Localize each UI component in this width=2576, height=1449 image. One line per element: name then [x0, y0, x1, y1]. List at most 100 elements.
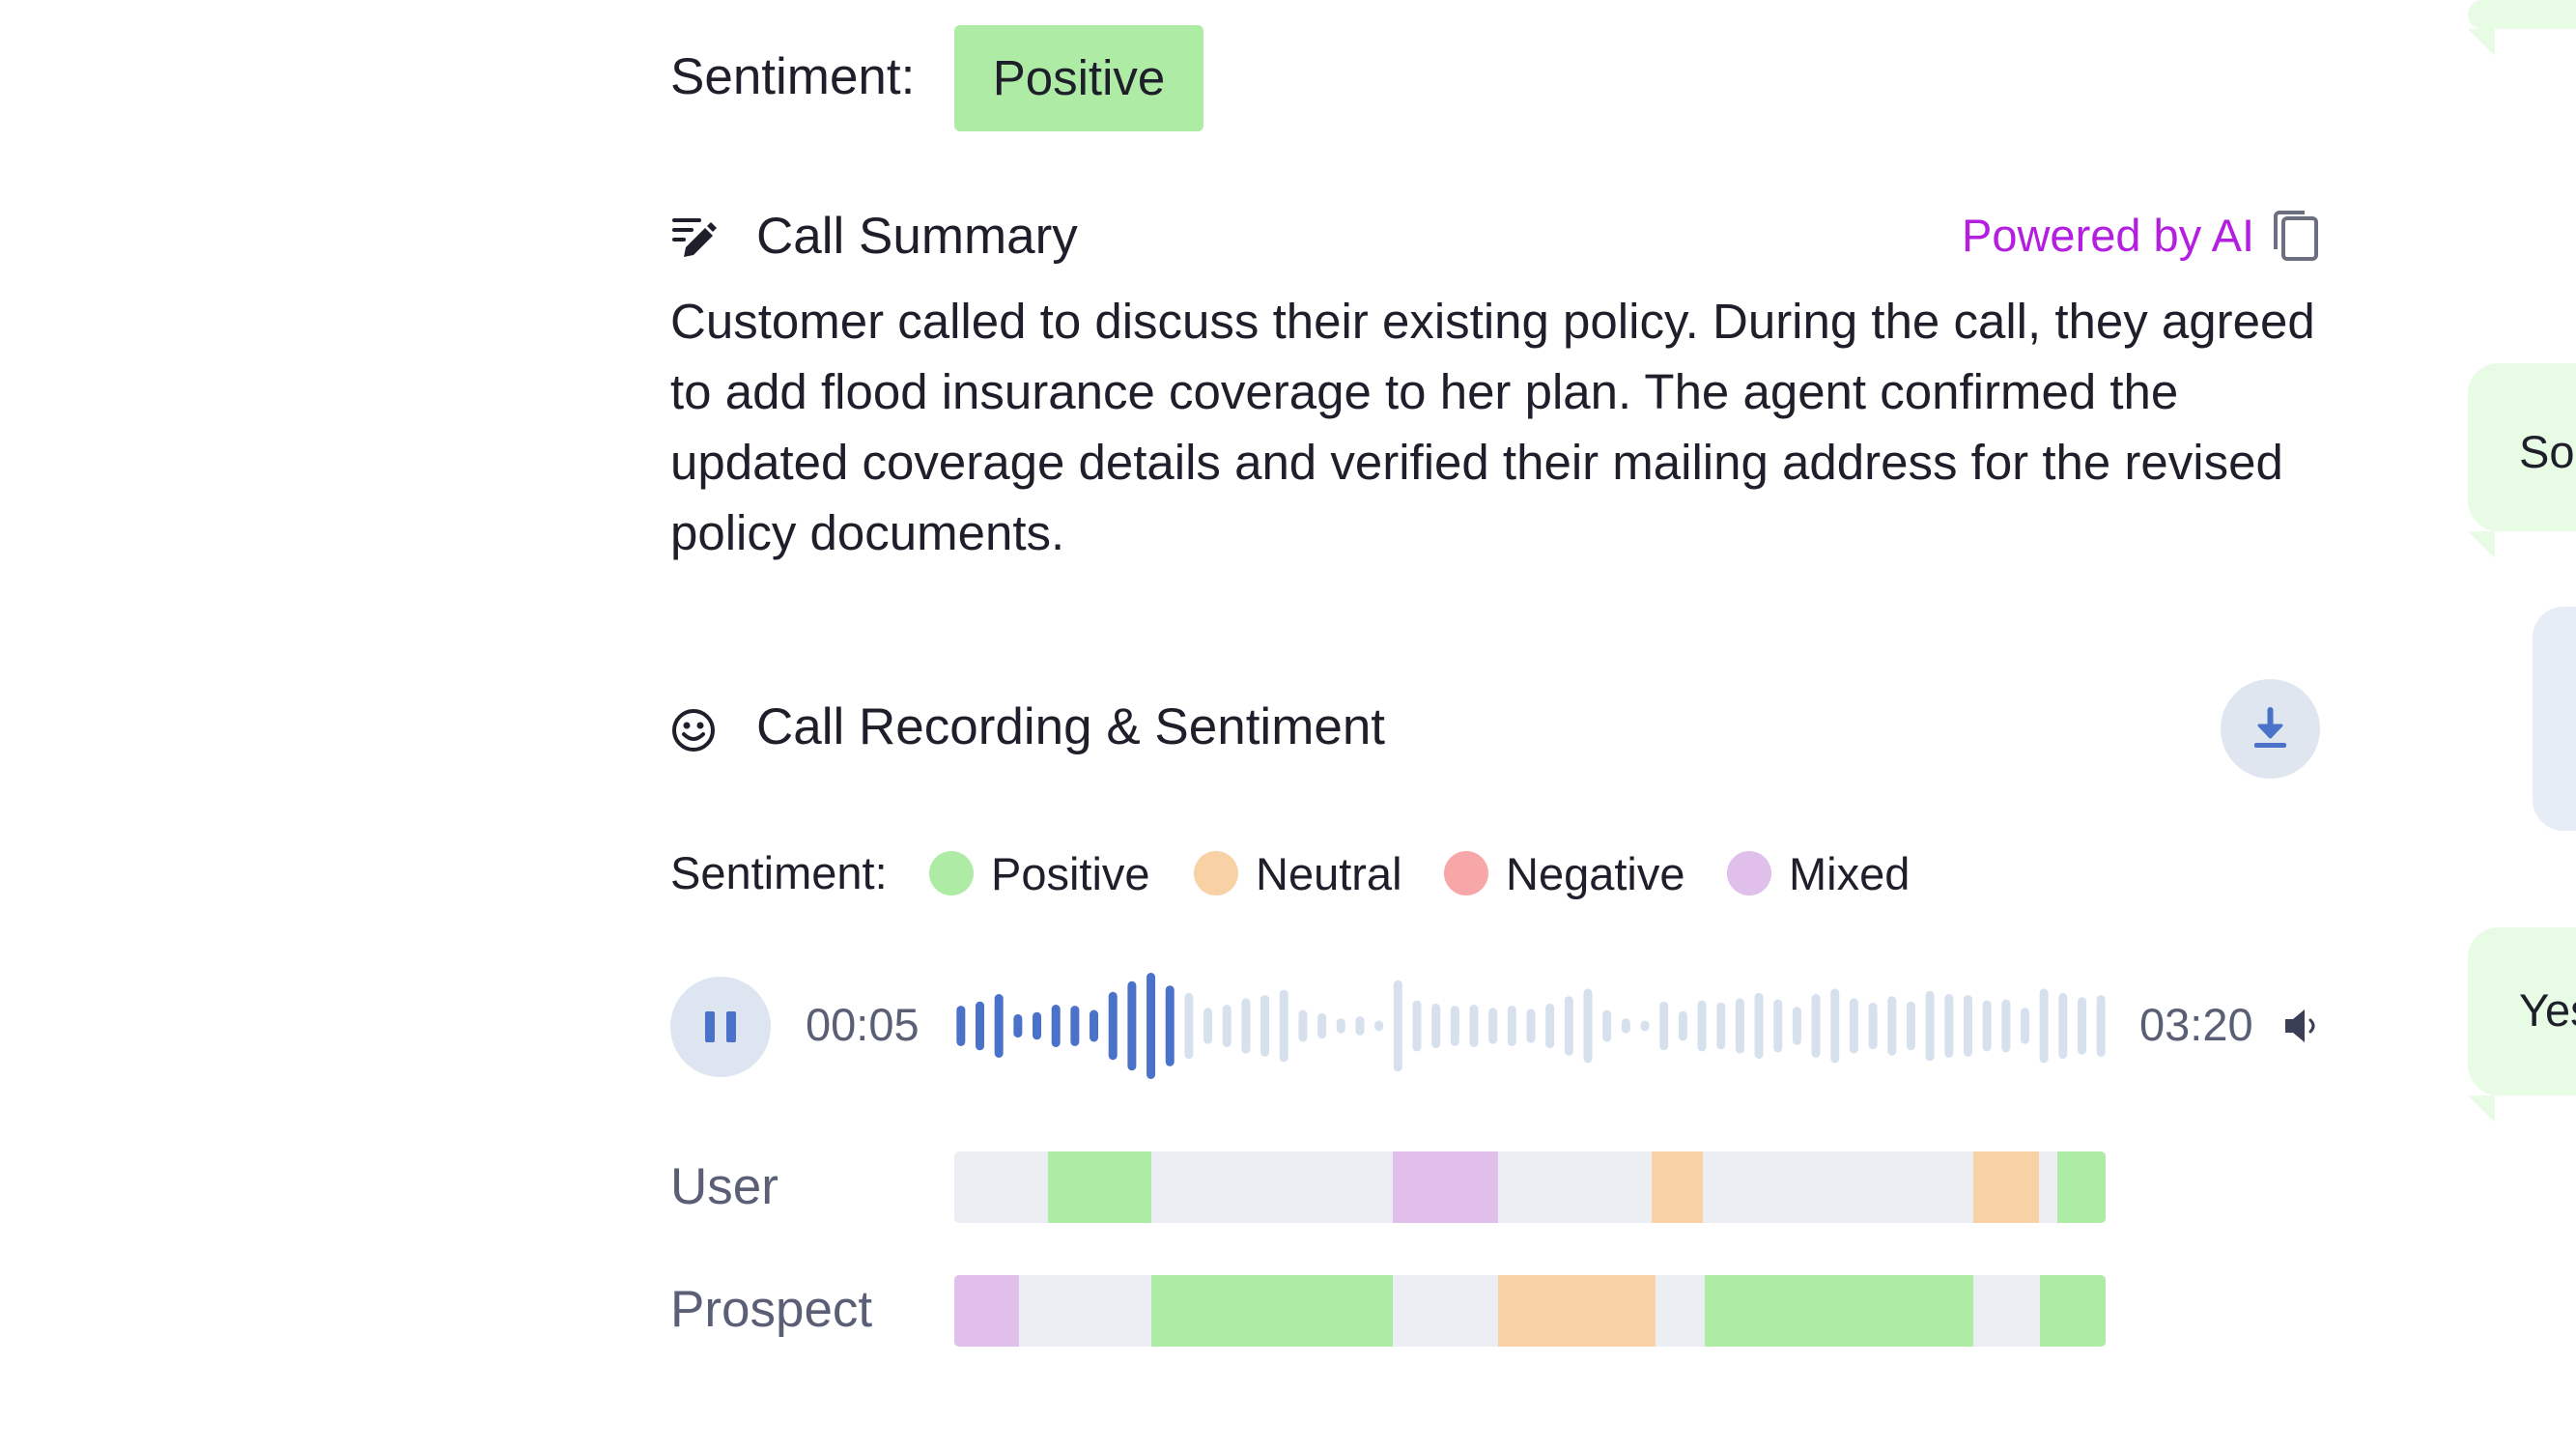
sentiment-segment-neutral[interactable]	[1652, 1151, 1703, 1223]
waveform-bar	[1640, 1020, 1650, 1032]
overall-sentiment-label: Sentiment:	[670, 48, 916, 105]
waveform-bar	[1412, 1000, 1422, 1052]
pause-icon	[705, 1011, 736, 1042]
waveform-bar	[2096, 995, 2106, 1057]
edit-note-icon	[672, 218, 717, 257]
waveform-bar	[1811, 994, 1821, 1058]
waveform-bar	[1203, 1008, 1213, 1044]
waveform-bar	[1982, 1000, 1992, 1052]
legend-label: Positive	[991, 847, 1150, 899]
waveform-bar	[1925, 990, 1935, 1062]
sentiment-legend-label: Sentiment:	[670, 847, 888, 898]
waveform-bar	[1146, 973, 1156, 1079]
waveform-bar	[1526, 1009, 1536, 1043]
waveform-bar	[1545, 1003, 1555, 1049]
waveform-bar	[976, 1001, 985, 1051]
call-summary-title: Call Summary	[756, 208, 1078, 265]
waveform-bar	[2058, 992, 2068, 1060]
legend-label: Mixed	[1789, 847, 1911, 899]
waveform-bar	[1868, 1002, 1878, 1050]
audio-waveform[interactable]	[951, 966, 2110, 1086]
track-label-user: User	[670, 1158, 778, 1215]
waveform-bar	[1431, 1003, 1441, 1049]
waveform-bar	[2077, 997, 2086, 1055]
waveform-bar	[1374, 1020, 1384, 1032]
legend-dot	[1727, 851, 1771, 895]
waveform-bar	[1488, 1008, 1498, 1044]
total-time: 03:20	[2139, 999, 2253, 1050]
chat-bubble-tail	[2468, 1095, 2495, 1122]
sentiment-segment-positive[interactable]	[2040, 1275, 2106, 1347]
waveform-bar	[1033, 1011, 1042, 1040]
waveform-bar	[1165, 985, 1175, 1066]
waveform-bar	[1849, 998, 1858, 1054]
waveform-bar	[1298, 1009, 1308, 1042]
call-summary-text: Customer called to discuss their existin…	[670, 294, 2315, 560]
waveform-bar	[1963, 995, 1972, 1057]
prospect-sentiment-track[interactable]	[954, 1275, 2106, 1347]
waveform-bar	[1013, 1013, 1023, 1038]
user-sentiment-track[interactable]	[954, 1151, 2106, 1223]
powered-by-ai-label: Powered by AI	[1962, 210, 2255, 261]
legend-item-positive: Positive	[929, 844, 1150, 902]
waveform-bar	[1621, 1018, 1630, 1034]
waveform-bar	[1887, 996, 1897, 1056]
waveform-bar	[994, 994, 1004, 1058]
waveform-bar	[1659, 1001, 1669, 1051]
chat-bubble-partial	[2468, 0, 2576, 29]
sentiment-segment-positive[interactable]	[1047, 1151, 1151, 1223]
waveform-bar	[956, 1006, 966, 1046]
waveform-bar	[1393, 980, 1402, 1072]
legend-item-mixed: Mixed	[1727, 844, 1910, 902]
waveform-bar	[1564, 996, 1573, 1056]
copy-icon[interactable]	[2272, 209, 2320, 263]
track-label-prospect: Prospect	[670, 1281, 873, 1338]
waveform-bar	[1735, 998, 1744, 1054]
sentiment-segment-neutral[interactable]	[1972, 1151, 2039, 1223]
legend-item-negative: Negative	[1444, 844, 1685, 902]
waveform-bar	[1336, 1018, 1345, 1034]
waveform-bar	[1697, 1000, 1707, 1052]
sentiment-segment-neutral[interactable]	[1497, 1275, 1656, 1347]
waveform-bar	[2001, 999, 2011, 1053]
waveform-bar	[2039, 988, 2049, 1064]
download-icon	[2254, 707, 2286, 748]
waveform-bar	[1070, 1006, 1080, 1046]
waveform-bar	[1090, 1009, 1099, 1042]
legend-dot	[929, 851, 974, 895]
waveform-bar	[1260, 995, 1270, 1057]
waveform-bar	[1317, 1012, 1327, 1039]
sentiment-segment-mixed[interactable]	[1393, 1151, 1498, 1223]
waveform-bar	[1906, 1001, 1915, 1051]
waveform-bar	[1792, 1007, 1801, 1045]
chat-message-text: So	[2519, 426, 2575, 477]
pause-button[interactable]	[670, 977, 771, 1077]
chat-bubble-tail	[2468, 531, 2495, 558]
legend-item-neutral: Neutral	[1194, 844, 1402, 902]
waveform-bar	[1241, 998, 1251, 1054]
call-recording-title: Call Recording & Sentiment	[756, 698, 1386, 755]
waveform-bar	[1583, 988, 1593, 1064]
sentiment-segment-mixed[interactable]	[954, 1275, 1019, 1347]
current-time: 00:05	[806, 999, 920, 1050]
waveform-bar	[1108, 991, 1118, 1061]
waveform-bar	[1279, 989, 1288, 1063]
waveform-bar	[1678, 1010, 1687, 1041]
chat-bubble-tail	[2468, 29, 2495, 56]
waveform-bar	[1222, 1005, 1231, 1047]
smiley-icon	[672, 709, 715, 752]
sentiment-segment-positive[interactable]	[1150, 1275, 1394, 1347]
waveform-bar	[2020, 1008, 2029, 1044]
volume-icon[interactable]	[2281, 1005, 2324, 1047]
download-button[interactable]	[2221, 679, 2320, 779]
waveform-bar	[1773, 999, 1783, 1053]
sentiment-segment-positive[interactable]	[1705, 1275, 1973, 1347]
waveform-bar	[1716, 1002, 1726, 1050]
legend-dot	[1444, 851, 1488, 895]
waveform-bar	[1355, 1016, 1365, 1036]
waveform-bar	[1127, 980, 1137, 1071]
waveform-bar	[1507, 1006, 1516, 1046]
legend-label: Neutral	[1256, 847, 1402, 899]
chat-bubble: So	[2468, 363, 2576, 531]
sentiment-segment-positive[interactable]	[2056, 1151, 2106, 1223]
